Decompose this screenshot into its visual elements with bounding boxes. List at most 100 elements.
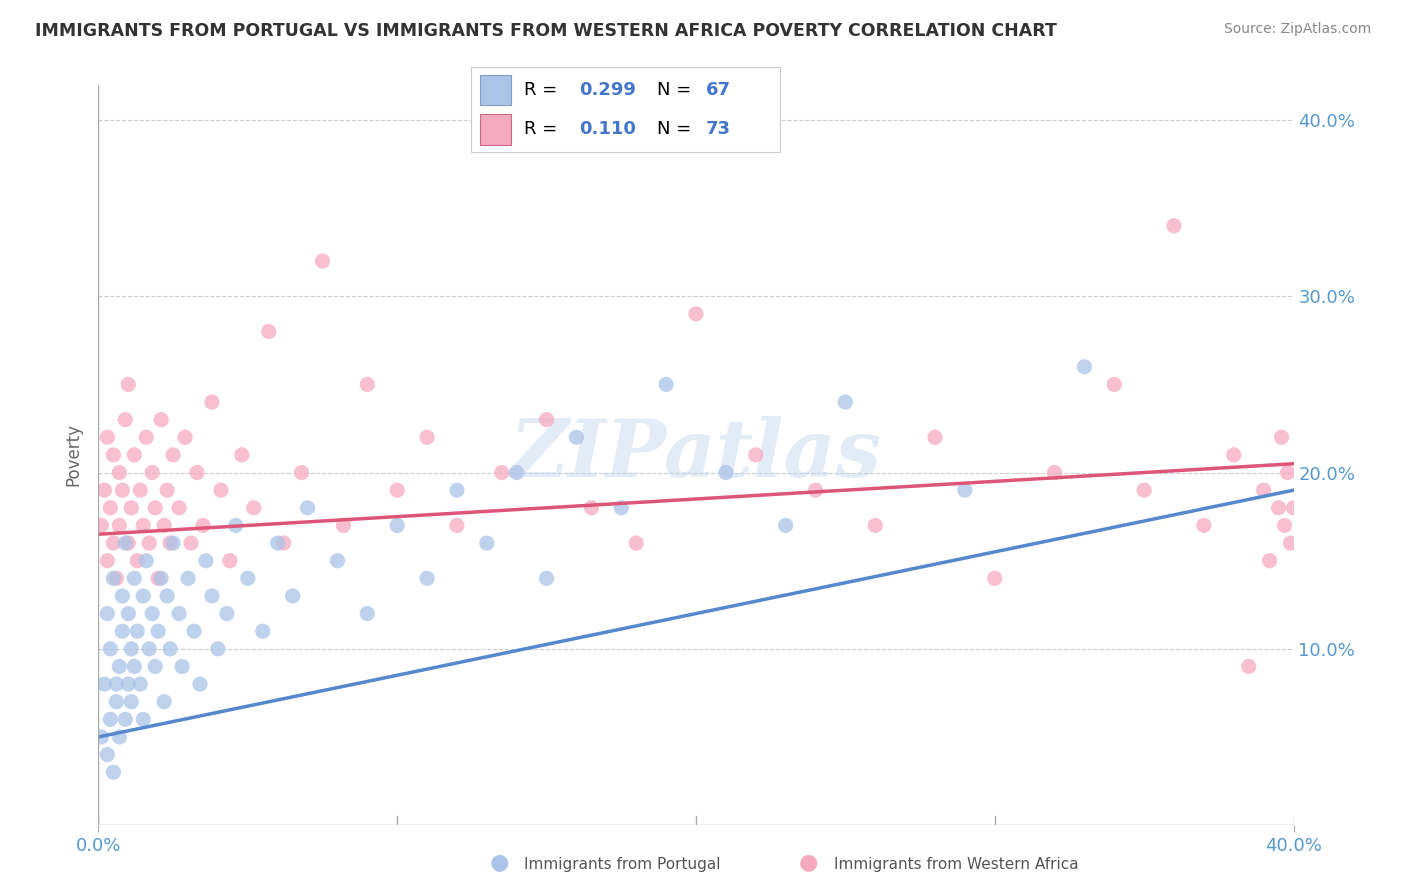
Point [129,483,152,498]
Point [103,448,125,462]
Point [96,554,118,568]
Point [132,589,155,603]
Point [297,500,319,515]
Point [356,377,378,392]
Point [267,536,290,550]
Point [984,571,1007,585]
Text: R =: R = [523,81,562,99]
Point [135,554,157,568]
Point [117,377,139,392]
Point [188,677,211,691]
Point [243,500,266,515]
Point [138,536,160,550]
Point [132,712,155,726]
Point [1267,500,1289,515]
Point [114,712,136,726]
Point [90,730,112,744]
Point [1277,466,1299,480]
Point [1271,430,1294,444]
Point [1258,554,1281,568]
Y-axis label: Poverty: Poverty [65,424,83,486]
Point [108,466,131,480]
Text: 0.110: 0.110 [579,120,636,137]
Text: ●: ● [799,853,818,872]
Point [209,483,232,498]
Bar [481,114,512,145]
Point [581,500,603,515]
Point [1274,518,1296,533]
Bar [481,75,512,105]
Point [291,466,314,480]
Point [446,518,468,533]
Point [148,624,170,639]
Point [1104,377,1126,392]
Point [114,412,136,426]
Point [506,466,529,480]
Point [172,659,194,673]
Point [138,641,160,656]
Point [96,747,118,762]
Text: ZIPatlas: ZIPatlas [510,417,882,493]
Text: 73: 73 [706,120,731,137]
Point [117,607,139,621]
Point [775,518,797,533]
Point [1282,500,1305,515]
Text: N =: N = [657,81,696,99]
Point [1133,483,1156,498]
Point [150,412,173,426]
Point [150,571,173,585]
Point [626,536,648,550]
Point [281,589,304,603]
Point [143,500,166,515]
Point [162,448,184,462]
Point [356,607,378,621]
Point [117,536,139,550]
Point [1073,359,1095,374]
Point [156,589,179,603]
Point [111,589,134,603]
Text: R =: R = [523,120,562,137]
Point [655,377,678,392]
Point [105,571,128,585]
Point [143,659,166,673]
Point [148,571,170,585]
Point [153,695,176,709]
Point [127,624,149,639]
Point [159,641,181,656]
Point [141,607,163,621]
Point [326,554,349,568]
Point [236,571,259,585]
Point [108,659,131,673]
Point [201,589,224,603]
Point [1192,518,1215,533]
Text: 0.299: 0.299 [579,81,636,99]
Point [141,466,163,480]
Point [745,448,768,462]
Point [120,695,142,709]
Point [257,325,280,339]
Point [804,483,827,498]
Point [1043,466,1066,480]
Point [332,518,354,533]
Point [1253,483,1275,498]
Point [124,448,146,462]
Point [124,659,146,673]
Point [565,430,588,444]
Point [124,571,146,585]
Point [491,466,513,480]
Point [1237,659,1260,673]
Point [536,571,558,585]
Point [416,430,439,444]
Point [924,430,946,444]
Point [685,307,707,321]
Point [1163,219,1185,233]
Point [416,571,439,585]
Point [111,483,134,498]
Point [834,395,856,409]
Point [610,500,633,515]
Point [108,730,131,744]
Point [156,483,179,498]
Point [186,466,208,480]
Point [183,624,205,639]
Point [132,518,155,533]
